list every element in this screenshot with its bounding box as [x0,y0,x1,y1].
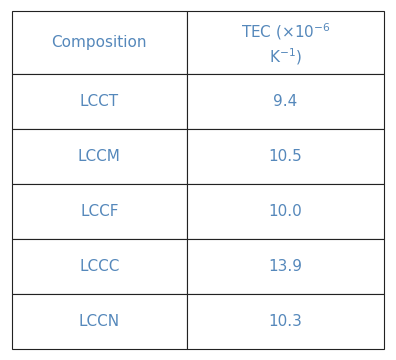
Bar [12,239,187,294]
Text: 10.0: 10.0 [268,204,303,219]
Text: LCCF: LCCF [80,204,119,219]
Text: LCCN: LCCN [79,314,120,329]
Bar [187,239,384,294]
Text: LCCC: LCCC [79,259,120,274]
Bar [12,11,187,74]
Text: LCCM: LCCM [78,149,121,164]
Bar [12,129,187,184]
Text: LCCT: LCCT [80,94,119,109]
Bar [187,11,384,74]
Bar [187,294,384,349]
Bar [12,184,187,239]
Bar [187,74,384,129]
Text: 13.9: 13.9 [268,259,303,274]
Text: 10.5: 10.5 [268,149,303,164]
Text: K$^{-1}$): K$^{-1}$) [269,46,302,67]
Text: Composition: Composition [51,35,147,50]
Bar [12,74,187,129]
Text: 9.4: 9.4 [273,94,298,109]
Bar [187,184,384,239]
Text: TEC ($\times$10$^{-6}$: TEC ($\times$10$^{-6}$ [241,21,330,42]
Bar [12,294,187,349]
Bar [187,129,384,184]
Text: 10.3: 10.3 [268,314,303,329]
